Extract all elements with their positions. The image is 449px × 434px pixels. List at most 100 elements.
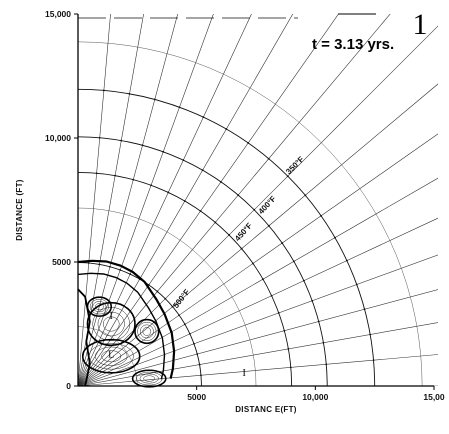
flow-net xyxy=(78,14,438,386)
isotherm-label: 450°F xyxy=(233,221,254,243)
isotherm-tick xyxy=(87,262,90,264)
well-lobe xyxy=(86,301,136,347)
x-tick-label: 5000 xyxy=(187,392,206,402)
well-lobe-line xyxy=(95,346,128,366)
y-tick-label: 15,000 xyxy=(45,9,71,19)
isotherm-tick xyxy=(267,224,270,227)
streamline xyxy=(78,14,214,386)
isotherm-tick xyxy=(95,172,98,175)
isotherm-tick xyxy=(325,363,328,366)
isotherm-tick xyxy=(162,150,165,153)
isotherm-tick xyxy=(262,278,264,281)
isotherm-tick xyxy=(369,333,372,336)
isotherm-tick xyxy=(286,175,289,178)
well-lobe-line xyxy=(135,371,163,386)
isotherm-tick xyxy=(182,159,185,162)
isotherm-tick xyxy=(247,142,250,144)
isotherm-tick xyxy=(372,359,375,362)
front-region xyxy=(77,259,176,388)
isotherm-tick xyxy=(214,221,217,224)
streamline xyxy=(78,83,438,386)
isotherm-tick xyxy=(281,242,284,244)
well-lobe-line xyxy=(97,311,125,337)
isotherm-tick xyxy=(237,194,240,197)
isotherm-tick xyxy=(114,174,116,177)
streamline xyxy=(78,289,438,386)
streamline xyxy=(78,14,294,386)
well-lobe-line xyxy=(139,324,154,339)
isotherm-arcs xyxy=(78,41,423,386)
isotherm-tick xyxy=(252,262,254,265)
isotherm-tick xyxy=(334,236,336,239)
isotherm-tick xyxy=(277,312,280,314)
streamline xyxy=(78,133,438,386)
isotherm-tick xyxy=(283,329,286,332)
isotherm-tick xyxy=(317,320,320,323)
isotherm-tick xyxy=(128,92,131,95)
well-lobe-line xyxy=(92,301,107,313)
isotherm-tick xyxy=(193,342,195,345)
well-lobe-line xyxy=(142,327,152,336)
zone-label: I xyxy=(110,311,113,322)
isotherm-tick xyxy=(156,290,159,293)
chart-title: t = 3.13 yrs. xyxy=(312,36,394,53)
streamline xyxy=(78,217,438,386)
well-lobe-line xyxy=(139,373,159,384)
isotherm-tick xyxy=(132,178,135,181)
isotherm-tick xyxy=(171,305,174,308)
well-lobe-line xyxy=(89,298,109,315)
isotherm-tick xyxy=(178,314,180,317)
streamline xyxy=(78,14,111,386)
x-axis-label: DISTANC E(FT) xyxy=(235,405,297,414)
isotherm-tick xyxy=(164,297,167,300)
isotherm-tick xyxy=(141,144,144,147)
y-tick-label: 5000 xyxy=(52,257,71,267)
isotherm-tick xyxy=(198,363,201,366)
y-tick-label: 10,000 xyxy=(45,133,71,143)
isotherm-tick xyxy=(102,89,105,92)
streamline xyxy=(78,354,438,386)
isotherm-tick xyxy=(202,116,205,119)
isotherm-tick xyxy=(228,234,230,236)
isotherm-tick xyxy=(292,260,295,263)
isotherm-tick xyxy=(120,139,123,142)
well-lobe xyxy=(81,338,141,374)
guide-arc xyxy=(78,41,423,386)
x-tick-label: 15,00 xyxy=(423,392,445,402)
y-tick-label: 0 xyxy=(66,381,71,391)
zone-label: I xyxy=(242,368,245,379)
panel-label: 1 xyxy=(413,8,428,41)
isotherm-tick xyxy=(270,294,273,297)
streamline xyxy=(78,25,438,386)
streamline xyxy=(78,322,438,386)
isotherm-tick xyxy=(267,157,270,160)
isotherm-label: 400°F xyxy=(257,194,278,216)
isotherm-tick xyxy=(355,283,358,286)
well-lobe xyxy=(131,369,167,388)
isotherm-tick xyxy=(201,169,204,172)
isotherm-tick xyxy=(98,263,101,266)
isotherm-tick xyxy=(183,323,186,326)
isotherm-tick xyxy=(196,353,199,355)
isotherm-tick xyxy=(153,98,156,101)
isotherm-tick xyxy=(199,210,202,212)
axes xyxy=(74,13,435,390)
streamline xyxy=(78,14,339,386)
well-lobe-line xyxy=(102,316,120,332)
isotherm-tick xyxy=(240,247,243,250)
isotherm-label: 500°F xyxy=(171,287,191,310)
well-lobe-line xyxy=(137,321,157,341)
isotherm-tick xyxy=(320,214,322,217)
isotherm-tick xyxy=(302,279,305,282)
isotherm-tick xyxy=(167,191,170,194)
guide-arc xyxy=(78,207,257,386)
isotherm-tick xyxy=(287,348,290,350)
isotherm-tick xyxy=(311,299,314,302)
streamline xyxy=(78,14,391,386)
isotherm-tick xyxy=(304,194,307,197)
isotherm-tick xyxy=(119,269,122,271)
isotherm-tick xyxy=(200,374,202,377)
isotherm-tick xyxy=(220,180,222,183)
